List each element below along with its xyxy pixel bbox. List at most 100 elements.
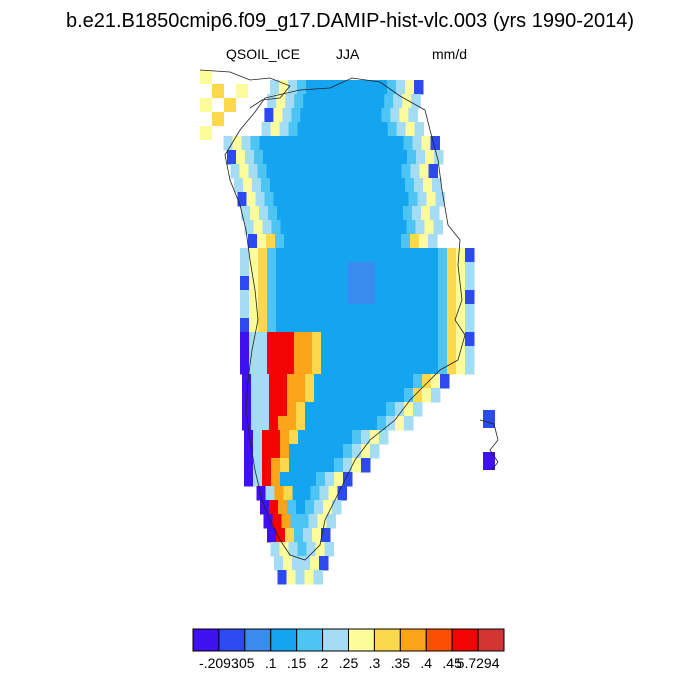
map-cell — [384, 346, 394, 361]
map-cell — [432, 178, 442, 193]
map-cell — [350, 388, 360, 403]
map-cell — [359, 402, 369, 417]
map-cell — [294, 304, 304, 319]
map-cell — [286, 570, 296, 585]
map-cell — [465, 318, 475, 333]
map-cell — [276, 94, 286, 109]
map-cell — [349, 136, 359, 151]
map-cell — [297, 80, 307, 95]
map-cell — [447, 360, 457, 375]
map-cell — [240, 304, 250, 319]
map-cell — [236, 84, 248, 98]
map-cell — [348, 360, 358, 375]
colorbar-tick-label: .2 — [316, 655, 329, 671]
map-cell — [298, 444, 308, 459]
map-cell — [378, 178, 388, 193]
map-cell — [395, 388, 405, 403]
map-cell — [358, 206, 368, 221]
map-cell — [415, 220, 425, 235]
map-cell — [312, 360, 322, 375]
map-cell — [255, 192, 265, 207]
map-cell — [347, 164, 357, 179]
map-cell — [375, 304, 385, 319]
map-cell — [483, 410, 495, 428]
map-cell — [258, 346, 268, 361]
map-cell — [339, 346, 349, 361]
map-cell — [393, 346, 403, 361]
map-cell — [306, 80, 316, 95]
map-cell — [264, 192, 274, 207]
season-label: JJA — [336, 46, 360, 62]
map-cell — [357, 276, 367, 291]
map-cell — [305, 402, 315, 417]
map-cell — [327, 108, 337, 123]
map-cell — [285, 262, 295, 277]
map-cell — [395, 374, 405, 389]
map-cell — [304, 206, 314, 221]
map-cell — [339, 94, 349, 109]
map-cell — [411, 318, 421, 333]
map-cell — [295, 570, 305, 585]
map-cell — [357, 360, 367, 375]
map-cell — [321, 262, 331, 277]
map-cell — [296, 402, 306, 417]
map-cell — [266, 234, 276, 249]
map-cell — [324, 542, 334, 557]
map-cell — [306, 178, 316, 193]
map-cell — [343, 458, 353, 473]
map-cell — [429, 276, 439, 291]
map-cell — [279, 178, 289, 193]
map-cell — [386, 388, 396, 403]
map-cell — [321, 360, 331, 375]
map-cell — [242, 374, 252, 389]
map-cell — [366, 332, 376, 347]
map-cell — [294, 262, 304, 277]
map-cell — [303, 248, 313, 263]
map-cell — [393, 304, 403, 319]
map-cell — [270, 178, 280, 193]
map-cell — [352, 220, 362, 235]
map-cell — [420, 304, 430, 319]
map-cell — [305, 388, 315, 403]
map-cell — [393, 332, 403, 347]
map-cell — [286, 136, 296, 151]
map-cell — [369, 122, 380, 137]
map-cell — [280, 220, 290, 235]
map-cell — [267, 276, 277, 291]
map-cell — [372, 108, 382, 123]
map-cell — [402, 248, 412, 263]
map-cell — [363, 108, 373, 123]
map-cell — [423, 178, 433, 193]
map-cell — [262, 472, 272, 487]
map-cell — [420, 276, 430, 291]
map-cell — [269, 500, 279, 515]
map-cell — [340, 206, 350, 221]
map-cell — [331, 206, 341, 221]
map-cell — [244, 444, 254, 459]
map-cell — [420, 290, 430, 305]
map-cell — [413, 388, 423, 403]
map-cell — [321, 290, 331, 305]
colorbar-tick-label: .05 — [235, 655, 255, 671]
colorbar-tick-label: .4 — [420, 655, 433, 671]
map-cell — [263, 514, 273, 529]
map-cell — [285, 304, 295, 319]
map-cell — [323, 500, 333, 515]
map-cell — [276, 528, 286, 543]
map-cell — [223, 136, 233, 151]
map-cell — [402, 360, 412, 375]
map-cell — [377, 402, 387, 417]
map-cell — [343, 472, 353, 487]
map-cell — [384, 332, 394, 347]
map-cell — [303, 360, 313, 375]
map-cell — [240, 262, 250, 277]
map-cell — [279, 542, 289, 557]
units-label: mm/d — [432, 46, 467, 62]
map-cell — [326, 150, 336, 165]
map-cell — [405, 80, 415, 95]
map-cell — [377, 416, 387, 431]
map-cell — [411, 94, 421, 109]
map-cell — [252, 178, 262, 193]
map-cell — [465, 290, 475, 305]
